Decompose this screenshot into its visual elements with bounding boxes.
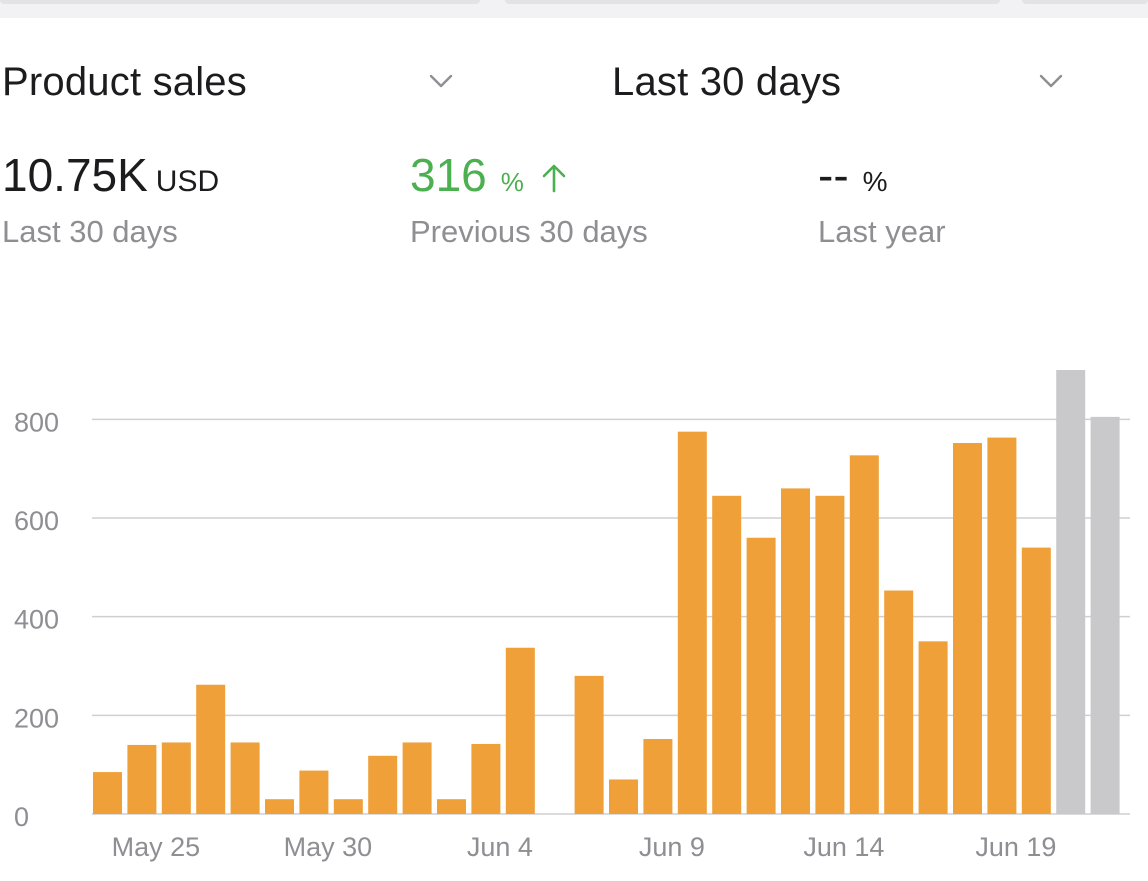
bar [437, 799, 466, 814]
bar [368, 755, 398, 814]
last-year-number: -- [818, 149, 849, 201]
bar [127, 744, 157, 814]
x-tick-label: Jun 14 [803, 832, 884, 862]
last-year-value: --% [818, 148, 888, 202]
bar [884, 590, 914, 814]
projected-bar [1056, 370, 1086, 814]
projected-bar [1090, 416, 1120, 814]
bar [505, 647, 535, 814]
chevron-down-icon[interactable] [428, 68, 454, 94]
bar [953, 443, 982, 814]
previous-change-unit: % [500, 167, 524, 197]
current-sales-value: 10.75K USD [2, 148, 219, 202]
top-strip-segment [505, 0, 1000, 4]
bar [781, 488, 810, 814]
current-sales-number: 10.75K [2, 149, 148, 201]
y-tick-label: 800 [14, 407, 59, 437]
label-layer: 0 200 400 600 800 May 25 May 30 Jun 4 Jun 9 Jun 1… [14, 407, 1056, 862]
bar [402, 742, 432, 814]
bar [196, 684, 226, 814]
bar [849, 455, 879, 814]
x-tick-label: May 30 [284, 832, 373, 862]
x-tick-label: Jun 9 [639, 832, 705, 862]
bar [161, 742, 191, 814]
previous-change-label: Previous 30 days [410, 214, 648, 249]
range-selector[interactable]: Last 30 days [612, 52, 841, 112]
x-tick-label: Jun 4 [467, 832, 533, 862]
previous-change-value: 316% [410, 148, 567, 202]
arrow-up-icon [542, 164, 565, 193]
bar [815, 495, 845, 814]
range-selector-label: Last 30 days [612, 59, 842, 104]
y-tick-label: 0 [14, 802, 29, 832]
previous-change-number: 316 [410, 149, 487, 201]
bar-layer [93, 370, 1120, 814]
chevron-down-icon[interactable] [1038, 68, 1064, 94]
bar [712, 495, 742, 814]
current-sales-label: Last 30 days [2, 214, 178, 249]
y-tick-label: 400 [14, 605, 59, 635]
last-year-label: Last year [818, 214, 946, 249]
bar [987, 437, 1017, 814]
bar [643, 739, 673, 814]
x-tick-label: May 25 [112, 832, 201, 862]
metric-selector[interactable]: Product sales [2, 52, 247, 112]
last-year-unit: % [862, 166, 888, 197]
bar [677, 431, 707, 814]
top-strip-segment [0, 0, 480, 4]
bar [93, 772, 122, 814]
bar [333, 799, 363, 814]
bar [299, 770, 329, 814]
y-tick-label: 200 [14, 703, 59, 733]
bar [471, 743, 501, 814]
bar [609, 779, 638, 814]
bar [746, 537, 776, 814]
bar [230, 742, 260, 814]
bar [918, 641, 948, 814]
sales-bar-chart: 0 200 400 600 800 May 25 May 30 Jun 4 Jun 9 Jun 1… [14, 370, 1130, 862]
current-sales-unit: USD [155, 165, 220, 198]
x-tick-label: Jun 19 [975, 832, 1056, 862]
metric-selector-label: Product sales [2, 59, 247, 104]
top-strip-segment [1022, 0, 1148, 4]
top-strip [0, 0, 1148, 18]
y-tick-label: 600 [14, 506, 59, 536]
bar [1021, 547, 1051, 814]
bar [574, 675, 604, 814]
bar [265, 799, 294, 814]
